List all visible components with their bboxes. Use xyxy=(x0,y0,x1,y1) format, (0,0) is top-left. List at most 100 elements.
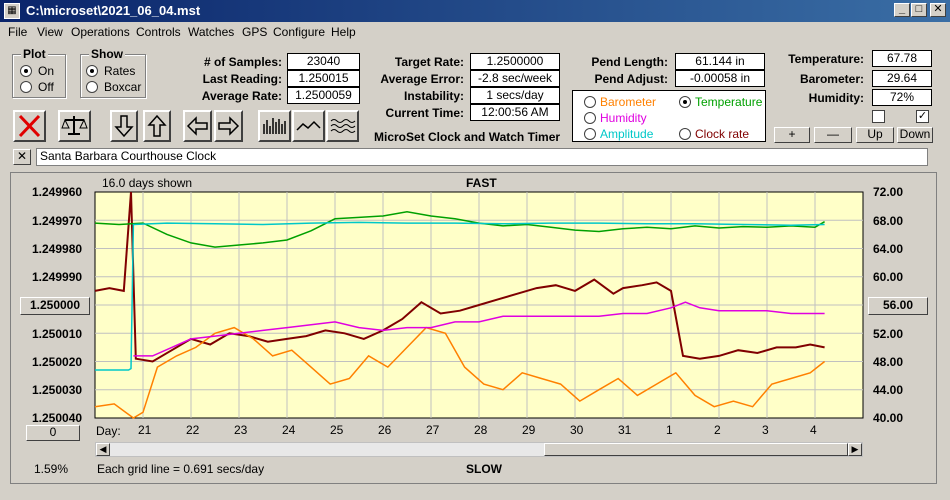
left-tick: 1.249990 xyxy=(32,270,83,284)
scroll-left-arrow[interactable]: ◀ xyxy=(96,443,110,456)
plot-off-label: Off xyxy=(38,80,54,94)
x-tick-label: 26 xyxy=(378,423,392,437)
slow-label: SLOW xyxy=(466,462,502,476)
right-tick: 44.00 xyxy=(873,383,904,397)
percent-label: 1.59% xyxy=(34,462,69,476)
close-watch-button[interactable]: ✕ xyxy=(13,149,31,165)
show-rates-radio[interactable] xyxy=(86,65,98,77)
scale-plus-button[interactable]: + xyxy=(774,127,810,143)
barometer-option-label: Barometer xyxy=(600,95,657,109)
instability-label: Instability: xyxy=(403,89,464,103)
arrow-right-icon xyxy=(218,116,240,136)
arrow-left-icon xyxy=(186,116,208,136)
samples-label: # of Samples: xyxy=(203,55,282,69)
left-tick: 1.249980 xyxy=(32,242,83,256)
plot-series xyxy=(94,191,826,419)
left-tick: 1.250020 xyxy=(32,355,83,369)
right-center-button[interactable]: 56.00 xyxy=(868,297,928,315)
series-line-3 xyxy=(94,211,825,248)
clear-button[interactable] xyxy=(13,110,46,142)
right-tick: 60.00 xyxy=(873,270,904,284)
clock-rate-radio[interactable] xyxy=(679,128,691,140)
temperature-label: Temperature: xyxy=(788,52,864,66)
barometer-radio[interactable] xyxy=(584,96,596,108)
bars-view-button[interactable] xyxy=(258,110,291,142)
right-arrow-button[interactable] xyxy=(214,110,243,142)
plot-on-radio[interactable] xyxy=(20,65,32,77)
current-time-field: 12:00:56 AM xyxy=(470,104,560,121)
left-tick: 1.250040 xyxy=(32,411,83,425)
menu-configure[interactable]: Configure xyxy=(273,25,326,39)
time-scrollbar[interactable]: ◀ ▶ xyxy=(95,442,863,457)
minimize-button[interactable]: _ xyxy=(894,3,910,17)
humidity-radio[interactable] xyxy=(584,112,596,124)
menu-controls[interactable]: Controls xyxy=(136,25,181,39)
temperature-option-label: Temperature xyxy=(695,95,763,109)
x-tick-label: 23 xyxy=(234,423,248,437)
fast-label: FAST xyxy=(466,176,497,190)
samples-field: 23040 xyxy=(287,53,360,70)
title-bar: ▦ C:\microset\2021_06_04.mst _ □ ✕ xyxy=(0,0,950,22)
show-boxcar-radio[interactable] xyxy=(86,81,98,93)
maximize-button[interactable]: □ xyxy=(911,3,927,17)
x-tick-label: 27 xyxy=(426,423,440,437)
left-arrow-button[interactable] xyxy=(183,110,212,142)
wave-view-button[interactable] xyxy=(326,110,359,142)
scroll-right-arrow[interactable]: ▶ xyxy=(848,443,862,456)
left-tick: 1.249970 xyxy=(32,214,83,228)
x-tick-label: 3 xyxy=(762,423,769,437)
days-shown-label: 16.0 days shown xyxy=(102,176,193,190)
temperature-radio[interactable] xyxy=(679,96,691,108)
watch-name-field[interactable]: Santa Barbara Courthouse Clock xyxy=(36,148,928,166)
humidity-option-label: Humidity xyxy=(600,111,647,125)
right-tick: 52.00 xyxy=(873,327,904,341)
menu-view[interactable]: View xyxy=(37,25,63,39)
up-arrow-button[interactable] xyxy=(143,110,171,142)
scale-up-button[interactable]: Up xyxy=(856,127,894,143)
left-tick: 1.249960 xyxy=(32,185,83,199)
scroll-thumb[interactable] xyxy=(544,443,848,456)
x-tick-label: 29 xyxy=(522,423,536,437)
series-line-2 xyxy=(133,301,825,357)
app-icon[interactable]: ▦ xyxy=(4,3,20,19)
x-tick-label: 25 xyxy=(330,423,344,437)
temperature-field: 67.78 xyxy=(872,50,932,67)
amplitude-radio[interactable] xyxy=(584,128,596,140)
arrow-down-icon xyxy=(114,115,134,138)
secondary-plot-selector xyxy=(572,90,766,142)
menu-help[interactable]: Help xyxy=(331,25,356,39)
target-rate-field[interactable]: 1.2500000 xyxy=(470,53,560,70)
plot-group: Plot xyxy=(12,47,66,98)
app-name-label: MicroSet Clock and Watch Timer xyxy=(374,130,561,144)
line-view-button[interactable] xyxy=(292,110,325,142)
average-error-field: -2.8 sec/week xyxy=(470,70,560,87)
menu-gps[interactable]: GPS xyxy=(242,25,268,39)
amplitude-option-label: Amplitude xyxy=(600,127,654,141)
menu-file[interactable]: File xyxy=(8,25,28,39)
pend-length-label: Pend Length: xyxy=(591,55,668,69)
pend-length-field[interactable]: 61.144 in xyxy=(675,53,765,70)
right-checkbox[interactable]: ✓ xyxy=(916,110,929,123)
plot-on-label: On xyxy=(38,64,55,78)
balance-button[interactable] xyxy=(58,110,91,142)
x-tick-label: 30 xyxy=(570,423,584,437)
x-tick-label: 4 xyxy=(810,423,817,437)
down-arrow-button[interactable] xyxy=(110,110,138,142)
left-bottom-button[interactable]: 0 xyxy=(26,425,80,441)
left-center-button[interactable]: 1.250000 xyxy=(20,297,90,315)
menu-watches[interactable]: Watches xyxy=(188,25,235,39)
window-title: C:\microset\2021_06_04.mst xyxy=(26,3,201,18)
scale-down-button[interactable]: Down xyxy=(897,127,933,143)
close-window-button[interactable]: ✕ xyxy=(930,3,946,17)
grid-note-label: Each grid line = 0.691 secs/day xyxy=(97,462,265,476)
scale-minus-button[interactable]: — xyxy=(814,127,852,143)
average-rate-label: Average Rate: xyxy=(201,89,282,103)
plot-off-radio[interactable] xyxy=(20,81,32,93)
left-checkbox[interactable] xyxy=(872,110,885,123)
humidity-label: Humidity: xyxy=(808,91,864,105)
menu-bar: File View Operations Controls Watches GP… xyxy=(0,22,950,42)
instability-field: 1 secs/day xyxy=(470,87,560,104)
series-line-1 xyxy=(94,326,826,419)
menu-operations[interactable]: Operations xyxy=(71,25,130,39)
